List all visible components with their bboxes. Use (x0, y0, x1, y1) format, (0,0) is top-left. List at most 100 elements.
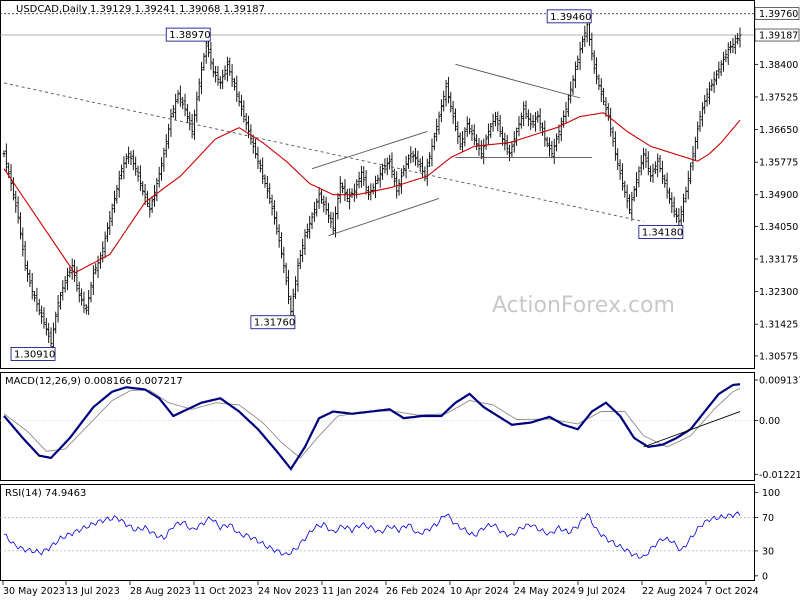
price-bar (58, 291, 62, 310)
price-bar (698, 110, 702, 132)
price-bar (451, 100, 455, 124)
price-bar (42, 307, 46, 329)
price-bar (531, 114, 535, 128)
price-bar (392, 168, 396, 187)
price-bar (736, 32, 740, 45)
price-bar (482, 138, 486, 165)
price-bar (26, 260, 30, 282)
price-bar (35, 287, 39, 312)
price-bar (117, 170, 121, 198)
price-bar (489, 122, 493, 139)
price-bar (395, 171, 399, 199)
price-bar (646, 151, 650, 176)
price-tick-label: 1.34050 (759, 222, 798, 233)
price-bar (388, 154, 392, 170)
price-bar (23, 241, 27, 271)
price-bar (28, 269, 32, 287)
price-bar (428, 152, 432, 167)
price-bar (261, 157, 265, 184)
price-bar (303, 229, 307, 255)
price-bar (348, 188, 352, 210)
price-bar (665, 172, 669, 199)
macd-title: MACD(12,26,9) 0.008166 0.007217 (5, 376, 183, 387)
price-bar (651, 163, 655, 183)
price-bar (425, 158, 429, 186)
price-bar (510, 141, 514, 158)
price-bar (183, 93, 187, 117)
price-bar (399, 168, 403, 194)
price-bar (595, 57, 599, 85)
price-bar (604, 97, 608, 117)
price-bar (350, 188, 354, 199)
macd-panel (0, 372, 755, 481)
price-bar (82, 291, 86, 313)
price-bar (68, 265, 72, 278)
price-bar (625, 184, 629, 209)
price-bar (2, 150, 6, 158)
price-bar (552, 138, 556, 165)
price-bar (214, 65, 218, 83)
price-bar (298, 249, 302, 269)
price-bar (197, 78, 201, 102)
price-bar (682, 193, 686, 223)
price-bar (237, 91, 241, 107)
axis-layer: 1.39760 1.39187 1.38400 1.37525 1.36650 1.357… (2, 7, 800, 597)
price-bar (242, 100, 246, 123)
price-bar (301, 238, 305, 263)
price-bar (693, 136, 697, 161)
price-bar (105, 222, 109, 243)
price-bar (16, 196, 20, 224)
price-bar (221, 69, 225, 90)
price-bar (230, 64, 234, 88)
price-bar (449, 91, 453, 113)
price-bar (376, 174, 380, 185)
price-bar (529, 112, 533, 131)
price-bar (134, 156, 138, 176)
price-bar (359, 165, 363, 188)
price-tick-label: 1.33175 (759, 255, 798, 266)
price-bar (364, 170, 368, 195)
price-bar (599, 78, 603, 102)
price-bar (639, 155, 643, 176)
price-bar (40, 305, 44, 324)
price-bar (703, 95, 707, 114)
price-bar (103, 231, 107, 259)
price-bar (251, 134, 255, 154)
x-tick-label: 9 Jul 2024 (578, 586, 626, 597)
price-bar (195, 91, 199, 123)
price-bar (470, 124, 474, 141)
price-bar (406, 154, 410, 169)
macd-main-line (3, 383, 741, 471)
price-bar (44, 317, 48, 336)
price-bar (268, 183, 272, 204)
price-bar (357, 171, 361, 189)
price-bar (414, 148, 418, 166)
price-bar (235, 75, 239, 102)
annotation-box (10, 347, 56, 361)
price-tick-label: 1.36650 (759, 125, 798, 136)
price-bar (536, 110, 540, 123)
price-bar (326, 202, 330, 224)
macd-signal-line (3, 388, 741, 459)
price-bar (477, 137, 481, 156)
price-bar (211, 58, 215, 78)
price-bar (576, 55, 580, 71)
price-bar (279, 232, 283, 259)
price-bar (315, 198, 319, 217)
price-bar (630, 191, 634, 221)
price-bar (580, 36, 584, 54)
price-bar (618, 159, 622, 180)
price-bar (729, 40, 733, 54)
price-bar (87, 290, 91, 316)
macd-tick-label: 0.009137 (759, 376, 800, 387)
price-level-tag (754, 7, 800, 20)
price-bar (653, 161, 657, 174)
moving-average-line (3, 112, 741, 274)
price-bar (726, 42, 730, 65)
price-bar (644, 148, 648, 168)
price-bar (684, 186, 688, 203)
price-bar (714, 70, 718, 85)
price-bar (468, 118, 472, 135)
price-bar (627, 194, 631, 214)
price-bar (465, 116, 469, 137)
